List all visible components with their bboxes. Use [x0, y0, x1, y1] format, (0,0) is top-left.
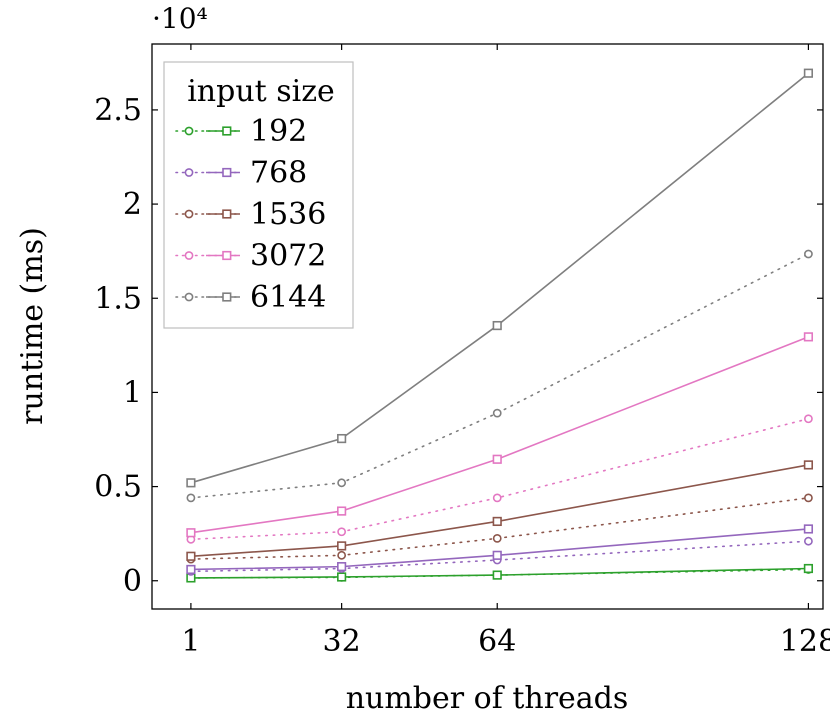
y-tick-label: 1 [123, 375, 142, 410]
series-1536-circle-point [492, 533, 502, 543]
series-192-solid-line [190, 567, 809, 579]
series-1536-dotted-line [190, 497, 810, 560]
legend-circle-marker [184, 168, 194, 177]
legend-label: 1536 [250, 197, 326, 232]
series-1536-solid-line [190, 464, 809, 558]
legend-label: 3072 [250, 239, 326, 274]
series-192-square-point [337, 572, 347, 582]
series-6144-circle-point [492, 408, 502, 418]
legend-square-marker [222, 250, 232, 261]
x-tick-label: 64 [478, 624, 516, 659]
series-192-square-point [492, 570, 502, 580]
legend: input size 192 768 1536 3072 6144 [163, 61, 354, 329]
series-768-square-point [186, 564, 196, 575]
series-768-circle-point [804, 536, 813, 546]
y-tick-label: 0.5 [94, 470, 142, 505]
legend-title: input size [187, 74, 335, 109]
legend-box [163, 61, 354, 329]
series-3072-square-point [492, 454, 502, 464]
legend-square-marker [222, 292, 232, 302]
series-3072-circle-point [804, 414, 813, 424]
series-3072-solid-line [190, 336, 809, 534]
series-1536-square-point [186, 551, 196, 561]
series-3072-circle-point [337, 527, 347, 537]
series-1536-circle-point [337, 550, 347, 560]
legend-circle-marker [184, 209, 194, 219]
plot-frame [151, 43, 824, 610]
x-tick-label: 128 [780, 624, 830, 659]
series-6144-square-point [337, 433, 347, 444]
x-tick-label: 1 [181, 624, 200, 659]
legend-entries: 192 768 1536 3072 6144 [175, 114, 326, 315]
y-tick-label: 0 [123, 564, 142, 599]
series-768-square-point [337, 562, 347, 572]
series-192-square-point [803, 563, 814, 574]
legend-circle-marker [184, 292, 194, 302]
series-6144-square-point [803, 68, 814, 78]
x-tick-label: 32 [323, 624, 361, 659]
x-axis-label: number of threads [346, 681, 629, 716]
legend-square-marker [222, 126, 232, 136]
legend-square-marker [222, 167, 232, 178]
series-3072-square-point [803, 332, 814, 342]
series-6144-circle-point [186, 493, 196, 503]
series-1536-square-point [803, 460, 814, 470]
y-tick-label: 1.5 [94, 281, 142, 316]
series-6144-circle-point [337, 478, 347, 488]
series-6144-dotted-line [190, 253, 810, 499]
series-1536-square-point [337, 541, 347, 551]
series-3072-circle-point [492, 493, 502, 503]
series-6144-solid-line [190, 72, 809, 484]
y-axis-label: runtime (ms) [15, 227, 50, 425]
legend-label: 192 [250, 114, 307, 149]
series-768-square-point [803, 524, 814, 534]
series-1536-square-point [492, 516, 502, 527]
y-axis-multiplier: ·10⁴ [152, 2, 208, 35]
series-3072-square-point [186, 528, 196, 538]
series-6144-square-point [492, 320, 502, 331]
legend-square-marker [222, 209, 232, 219]
legend-circle-marker [184, 126, 194, 136]
axes: 1 32 64 128 0 0.5 1 1.5 2 2.5 [94, 44, 830, 659]
series-768-solid-line [190, 528, 809, 571]
y-tick-label: 2.5 [94, 93, 142, 128]
plot-marks [186, 68, 814, 583]
series-6144-circle-point [804, 249, 813, 259]
series-6144-square-point [186, 478, 196, 488]
legend-label: 768 [250, 156, 307, 191]
series-768-square-point [492, 550, 502, 560]
series-1536-circle-point [804, 493, 813, 503]
series-768-dotted-line [190, 540, 810, 573]
series-3072-dotted-line [190, 417, 810, 541]
y-tick-label: 2 [123, 187, 142, 222]
series-3072-square-point [337, 506, 347, 516]
legend-label: 6144 [250, 280, 326, 315]
legend-circle-marker [184, 251, 194, 260]
